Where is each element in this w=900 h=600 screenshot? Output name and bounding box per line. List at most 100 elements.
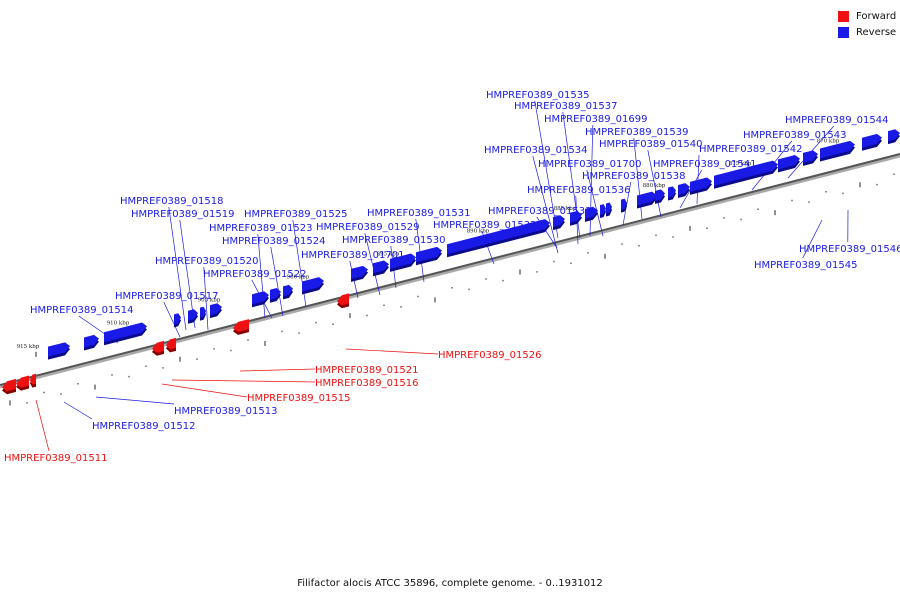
scale-label: 880 kbp [643, 183, 666, 189]
reverse-feature [200, 306, 206, 321]
gene-label-reverse: HMPREF0389_01513 [174, 406, 277, 417]
feature-body [302, 277, 324, 292]
reverse-feature [302, 277, 324, 295]
leader-line [239, 368, 316, 372]
reverse-feature [553, 215, 565, 231]
feature-body [621, 198, 627, 210]
leader-line [364, 232, 381, 296]
feature-body [337, 293, 349, 306]
feature-body [606, 202, 612, 214]
reverse-feature [637, 191, 657, 209]
reverse-feature [447, 219, 550, 258]
gene-label-reverse: HMPREF0389_01545 [754, 260, 857, 271]
feature-body [637, 191, 657, 206]
reverse-feature [570, 210, 582, 226]
gene-label-reverse: HMPREF0389_01525 [244, 209, 347, 220]
reverse-feature [888, 129, 900, 145]
gene-label-reverse: HMPREF0389_01533 [488, 206, 591, 217]
leader-line [647, 149, 662, 218]
scale-label: 895 kbp [377, 251, 400, 257]
reverse-feature [621, 198, 627, 213]
reverse-feature [390, 253, 416, 272]
legend-reverse-label: Reverse [856, 26, 897, 38]
gene-label-reverse: HMPREF0389_01700 [538, 159, 641, 170]
scale-label: 900 kbp [287, 275, 310, 281]
legend-item-reverse: Reverse [838, 24, 896, 40]
gene-label-reverse: HMPREF0389_01512 [92, 421, 195, 432]
gene-label-reverse: HMPREF0389_01543 [743, 130, 846, 141]
gene-label-reverse: HMPREF0389_01523 [209, 223, 312, 234]
forward-swatch [838, 10, 849, 22]
forward-feature [233, 319, 249, 335]
gene-label-reverse: HMPREF0389_01531 [367, 208, 470, 219]
feature-body [803, 150, 818, 163]
feature-body [600, 204, 606, 215]
reverse-feature [210, 303, 222, 319]
gene-label-reverse: HMPREF0389_01541 [653, 159, 756, 170]
feature-body [283, 284, 293, 297]
gene-label-forward: HMPREF0389_01516 [315, 378, 418, 389]
gene-label-reverse: HMPREF0389_01518 [120, 196, 223, 207]
forward-feature [337, 293, 349, 309]
reverse-feature [270, 288, 281, 303]
axis-shadow [0, 154, 900, 389]
reverse-feature [48, 342, 70, 360]
feature-body [678, 183, 690, 195]
gene-label-forward: HMPREF0389_01511 [4, 453, 107, 464]
legend: Forward Reverse [838, 8, 896, 40]
feature-body [655, 189, 665, 201]
gene-label-reverse: HMPREF0389_01701 [301, 250, 404, 261]
figure-caption: Filifactor alocis ATCC 35896, complete g… [297, 578, 603, 589]
reverse-feature [585, 206, 598, 222]
feature-body [84, 334, 99, 348]
gene-label-reverse: HMPREF0389_01536 [527, 185, 630, 196]
feature-body [553, 215, 565, 228]
gene-label-reverse: HMPREF0389_01538 [582, 171, 685, 182]
feature-body [862, 133, 882, 148]
feature-body [174, 313, 181, 325]
leader-line [270, 246, 284, 317]
feature-body [690, 177, 712, 192]
leader-line [171, 379, 316, 383]
reverse-feature [668, 186, 676, 201]
reverse-feature [820, 140, 855, 162]
feature-body [390, 253, 416, 269]
reverse-feature [600, 204, 606, 218]
leader-line [345, 348, 439, 355]
gene-label-reverse: HMPREF0389_01524 [222, 236, 325, 247]
scale-label: 915 kbp [17, 344, 40, 350]
leader-line [161, 383, 248, 398]
feature-body [210, 303, 222, 316]
gene-label-reverse: HMPREF0389_01699 [544, 114, 647, 125]
reverse-feature [188, 309, 198, 324]
genome-axis [0, 153, 900, 389]
leader-line [163, 301, 181, 338]
leader-line [415, 218, 425, 283]
feature-body [270, 288, 281, 300]
gene-label-reverse: HMPREF0389_01546 [799, 244, 900, 255]
legend-forward-label: Forward [856, 10, 897, 22]
gene-label-reverse: HMPREF0389_01530 [342, 235, 445, 246]
leader-line [622, 181, 632, 226]
scale-label: 905 kbp [198, 297, 221, 303]
reverse-feature [862, 133, 882, 151]
gene-label-forward: HMPREF0389_01515 [247, 393, 350, 404]
feature-body [104, 322, 147, 343]
leader-line [802, 219, 823, 259]
gene-label-reverse: HMPREF0389_01532 [433, 220, 536, 231]
feature-body [188, 309, 198, 321]
gene-labels: HMPREF0389_01514 HMPREF0389_01517 HMPREF03… [4, 90, 900, 464]
feature-body [373, 260, 389, 274]
feature-body [820, 140, 855, 159]
feature-body [351, 265, 368, 279]
legend-item-forward: Forward [838, 8, 896, 24]
feature-body [416, 246, 442, 263]
leader-line [534, 100, 559, 239]
leader-line [168, 206, 187, 331]
feature-body [233, 319, 249, 332]
feature-body [447, 219, 550, 255]
feature-body [2, 378, 16, 392]
leader-line [35, 399, 50, 452]
reverse-feature [174, 313, 181, 328]
gene-label-reverse: HMPREF0389_01540 [599, 139, 702, 150]
